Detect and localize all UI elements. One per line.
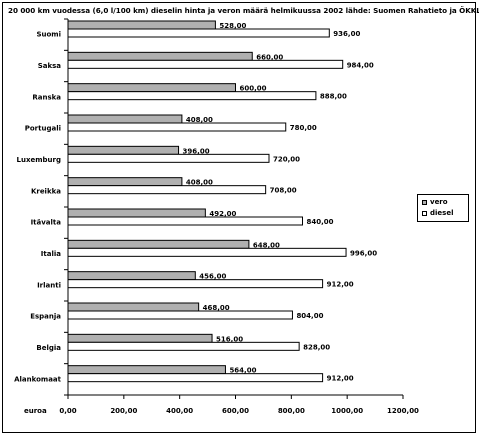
data-label-vero-luxemburg: 396,00: [183, 147, 210, 155]
x-axis-label: euroa: [24, 407, 47, 415]
data-label-vero-portugali: 408,00: [186, 116, 213, 124]
data-label-diesel-irlanti: 912,00: [327, 281, 354, 289]
data-label-vero-suomi: 528,00: [219, 22, 246, 30]
data-label-diesel-belgia: 828,00: [303, 343, 330, 351]
bar-diesel-alankomaat: [67, 373, 324, 383]
x-tick-label: 800,00: [278, 407, 305, 415]
data-label-vero-ranska: 600,00: [240, 85, 267, 93]
legend-item-vero: vero: [422, 198, 448, 206]
category-label-suomi: Suomi: [36, 31, 61, 39]
bar-vero-alankomaat: [67, 365, 226, 375]
data-label-diesel-kreikka: 708,00: [270, 187, 297, 195]
category-label-luxemburg: Luxemburg: [17, 156, 61, 164]
x-tick-label: 400,00: [166, 407, 193, 415]
category-label-italia: Italia: [41, 250, 61, 258]
bar-vero-belgia: [67, 333, 213, 343]
legend-swatch-vero: [422, 199, 427, 205]
x-tick-label: 0,00: [59, 407, 76, 415]
data-label-diesel-alankomaat: 912,00: [327, 375, 354, 383]
category-label-alankomaat: Alankomaat: [14, 375, 62, 383]
x-tick-label: 1000,00: [331, 407, 363, 415]
bar-diesel-italia: [67, 247, 347, 257]
bar-vero-saksa: [67, 51, 253, 61]
data-label-diesel-portugali: 780,00: [290, 124, 317, 132]
legend-swatch-diesel: [422, 210, 427, 216]
category-label-portugali: Portugali: [25, 125, 61, 133]
bar-diesel-irlanti: [67, 279, 324, 289]
bar-vero-kreikka: [67, 177, 183, 187]
category-label-saksa: Saksa: [38, 62, 62, 70]
data-label-vero-it-valta: 492,00: [209, 210, 236, 218]
data-label-vero-kreikka: 408,00: [186, 179, 213, 187]
bar-vero-ranska: [67, 83, 236, 93]
data-label-diesel-italia: 996,00: [350, 249, 377, 257]
bar-vero-portugali: [67, 114, 183, 124]
axes-group: [64, 18, 404, 399]
legend-label-vero: vero: [430, 198, 448, 206]
data-label-vero-irlanti: 456,00: [199, 273, 226, 281]
bar-diesel-luxemburg: [67, 153, 270, 163]
data-label-diesel-suomi: 936,00: [333, 30, 360, 38]
data-label-vero-saksa: 660,00: [256, 53, 283, 61]
category-label-irlanti: Irlanti: [37, 281, 61, 289]
labels-group: Suomi 528,00 936,00 Saksa 660,00 984,00 Ranska…: [14, 22, 419, 415]
bar-diesel-suomi: [67, 28, 330, 38]
chart-title: 20 000 km vuodessa (6,0 l/100 km) diesel…: [8, 6, 479, 15]
category-label-ranska: Ranska: [32, 93, 61, 101]
data-label-diesel-luxemburg: 720,00: [273, 155, 300, 163]
data-label-vero-belgia: 516,00: [216, 335, 243, 343]
data-label-vero-alankomaat: 564,00: [229, 367, 256, 375]
x-tick-label: 600,00: [222, 407, 249, 415]
bar-vero-suomi: [67, 20, 216, 30]
category-label-belgia: Belgia: [36, 344, 61, 352]
data-label-vero-italia: 648,00: [253, 241, 280, 249]
category-label-espanja: Espanja: [30, 313, 61, 321]
bar-diesel-espanja: [67, 310, 293, 320]
bar-vero-italia: [67, 239, 250, 249]
bar-diesel-kreikka: [67, 185, 267, 195]
data-label-vero-espanja: 468,00: [203, 304, 230, 312]
legend-item-diesel: diesel: [422, 209, 453, 217]
bar-diesel-it-valta: [67, 216, 303, 226]
bar-diesel-belgia: [67, 341, 300, 351]
x-tick-label: 200,00: [110, 407, 137, 415]
data-label-diesel-espanja: 804,00: [296, 312, 323, 320]
category-label-it-valta: Itävalta: [31, 219, 62, 227]
bars-group: [67, 20, 347, 383]
bar-diesel-saksa: [67, 59, 344, 69]
bar-vero-it-valta: [67, 208, 206, 218]
legend-label-diesel: diesel: [430, 209, 454, 217]
bar-vero-irlanti: [67, 271, 196, 281]
bar-diesel-portugali: [67, 122, 287, 132]
bar-diesel-ranska: [67, 91, 317, 101]
data-label-diesel-ranska: 888,00: [320, 93, 347, 101]
bar-vero-espanja: [67, 302, 200, 312]
data-label-diesel-saksa: 984,00: [347, 61, 374, 69]
category-label-kreikka: Kreikka: [31, 187, 61, 195]
x-tick-label: 1200,00: [387, 407, 419, 415]
bar-vero-luxemburg: [67, 145, 180, 155]
data-label-diesel-it-valta: 840,00: [307, 218, 334, 226]
legend: vero diesel: [417, 194, 469, 222]
